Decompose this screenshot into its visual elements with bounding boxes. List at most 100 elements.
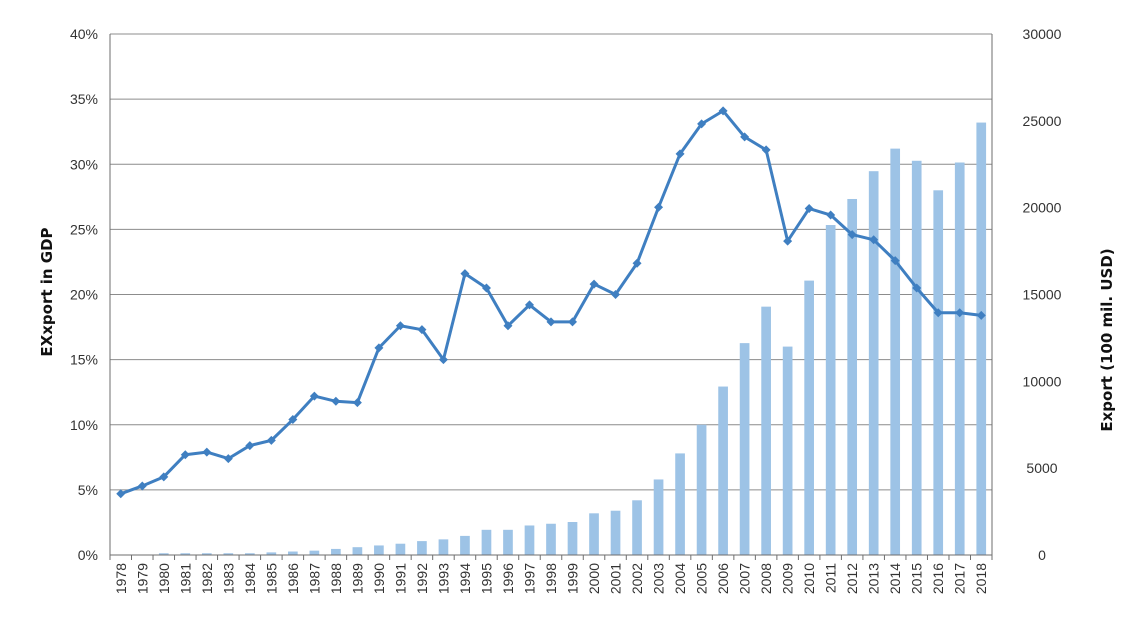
line-marker bbox=[395, 321, 405, 331]
export-bar bbox=[244, 553, 255, 555]
export-bar bbox=[933, 190, 944, 556]
x-tick-label: 2014 bbox=[887, 563, 903, 594]
x-tick-label: 2007 bbox=[737, 563, 753, 594]
line-marker bbox=[481, 283, 491, 293]
export-bar bbox=[395, 543, 406, 555]
left-tick-label: 30% bbox=[70, 156, 98, 172]
export-bar bbox=[632, 500, 642, 555]
export-bar bbox=[890, 148, 901, 555]
x-tick-label: 2016 bbox=[930, 563, 946, 594]
left-tick-label: 35% bbox=[70, 91, 98, 107]
export-bar bbox=[653, 479, 664, 555]
x-tick-label: 1994 bbox=[457, 563, 473, 594]
x-tick-label: 1978 bbox=[113, 563, 129, 594]
line-marker bbox=[740, 132, 750, 142]
line-marker bbox=[933, 308, 943, 318]
export-bar bbox=[546, 523, 556, 555]
line-marker bbox=[826, 210, 836, 220]
x-tick-label: 1988 bbox=[328, 563, 344, 594]
right-axis-title: Export (100 mil. USD) bbox=[1098, 248, 1116, 431]
line-marker bbox=[438, 355, 448, 365]
axes bbox=[109, 34, 993, 560]
line-marker bbox=[611, 290, 621, 299]
export-bar bbox=[417, 541, 427, 555]
line-marker bbox=[697, 119, 707, 129]
right-tick-label: 0 bbox=[1038, 547, 1046, 563]
line-marker bbox=[761, 145, 771, 155]
line-marker bbox=[266, 435, 276, 445]
export-bar bbox=[739, 343, 750, 555]
x-tick-label: 1993 bbox=[435, 563, 451, 594]
line-marker bbox=[804, 204, 814, 214]
export-bar bbox=[696, 424, 707, 555]
export-bar bbox=[374, 545, 384, 555]
line-marker bbox=[460, 269, 470, 279]
export-bar bbox=[180, 553, 191, 555]
export-bar bbox=[825, 225, 836, 556]
line-marker bbox=[912, 283, 922, 293]
x-tick-label: 2003 bbox=[651, 563, 667, 594]
x-tick-label: 2004 bbox=[672, 563, 688, 594]
line-marker bbox=[180, 450, 190, 460]
x-tick-label: 2013 bbox=[866, 563, 882, 594]
export-bar bbox=[460, 535, 470, 555]
line-marker bbox=[632, 258, 642, 268]
export-bar bbox=[309, 550, 320, 555]
line-marker bbox=[309, 391, 319, 401]
x-tick-label: 1996 bbox=[500, 563, 516, 594]
x-tick-label: 1992 bbox=[414, 563, 430, 594]
x-tick-label: 1995 bbox=[478, 563, 494, 594]
export-bar bbox=[589, 513, 599, 555]
line-marker bbox=[223, 454, 233, 464]
export-bar bbox=[567, 522, 578, 555]
left-tick-label: 10% bbox=[70, 417, 98, 433]
x-tick-label: 1997 bbox=[521, 563, 537, 594]
x-tick-label: 2010 bbox=[801, 563, 817, 594]
line-marker bbox=[288, 415, 298, 425]
x-tick-label: 1998 bbox=[543, 563, 559, 594]
x-tick-label: 2018 bbox=[973, 563, 989, 594]
line-marker bbox=[589, 279, 599, 289]
x-tick-label: 2001 bbox=[608, 563, 624, 594]
left-axis-title: EXxport in GDP bbox=[38, 227, 56, 356]
export-bar bbox=[288, 551, 298, 555]
line-marker bbox=[202, 447, 212, 457]
export-bar bbox=[438, 539, 449, 555]
x-tick-label: 1982 bbox=[199, 563, 215, 594]
x-tick-label: 2009 bbox=[780, 563, 796, 594]
x-tick-label: 2006 bbox=[715, 563, 731, 594]
line-marker bbox=[331, 396, 341, 406]
line-series bbox=[116, 106, 986, 499]
line-marker bbox=[976, 310, 986, 320]
line-marker bbox=[847, 230, 857, 240]
x-tick-label: 1999 bbox=[565, 563, 581, 594]
line-marker bbox=[783, 236, 793, 246]
export-bar bbox=[804, 280, 814, 555]
x-tick-label: 1989 bbox=[349, 563, 365, 594]
x-tick-label: 2011 bbox=[823, 563, 839, 593]
left-tick-label: 20% bbox=[70, 287, 98, 303]
left-tick-label: 15% bbox=[70, 352, 98, 368]
x-tick-label: 2008 bbox=[758, 563, 774, 594]
export-bar bbox=[266, 552, 277, 555]
x-tick-label: 2012 bbox=[844, 563, 860, 594]
x-tick-label: 1979 bbox=[134, 563, 150, 594]
x-tick-label: 2000 bbox=[586, 563, 602, 594]
line-marker bbox=[955, 308, 965, 318]
export-bar bbox=[976, 122, 987, 555]
right-tick-label: 30000 bbox=[1023, 26, 1062, 42]
left-tick-label: 25% bbox=[70, 221, 98, 237]
export-bar bbox=[524, 525, 535, 555]
export-bar bbox=[201, 553, 212, 555]
export-bar bbox=[503, 529, 513, 555]
left-tick-label: 5% bbox=[78, 482, 98, 498]
left-tick-label: 0% bbox=[78, 547, 98, 563]
line-marker bbox=[675, 149, 685, 159]
right-tick-label: 5000 bbox=[1026, 460, 1057, 476]
gridlines bbox=[110, 33, 992, 556]
line-marker bbox=[524, 300, 534, 310]
x-tick-label: 2002 bbox=[629, 563, 645, 594]
line-marker bbox=[568, 317, 578, 327]
line-marker bbox=[718, 106, 728, 116]
export-bar bbox=[675, 453, 685, 555]
